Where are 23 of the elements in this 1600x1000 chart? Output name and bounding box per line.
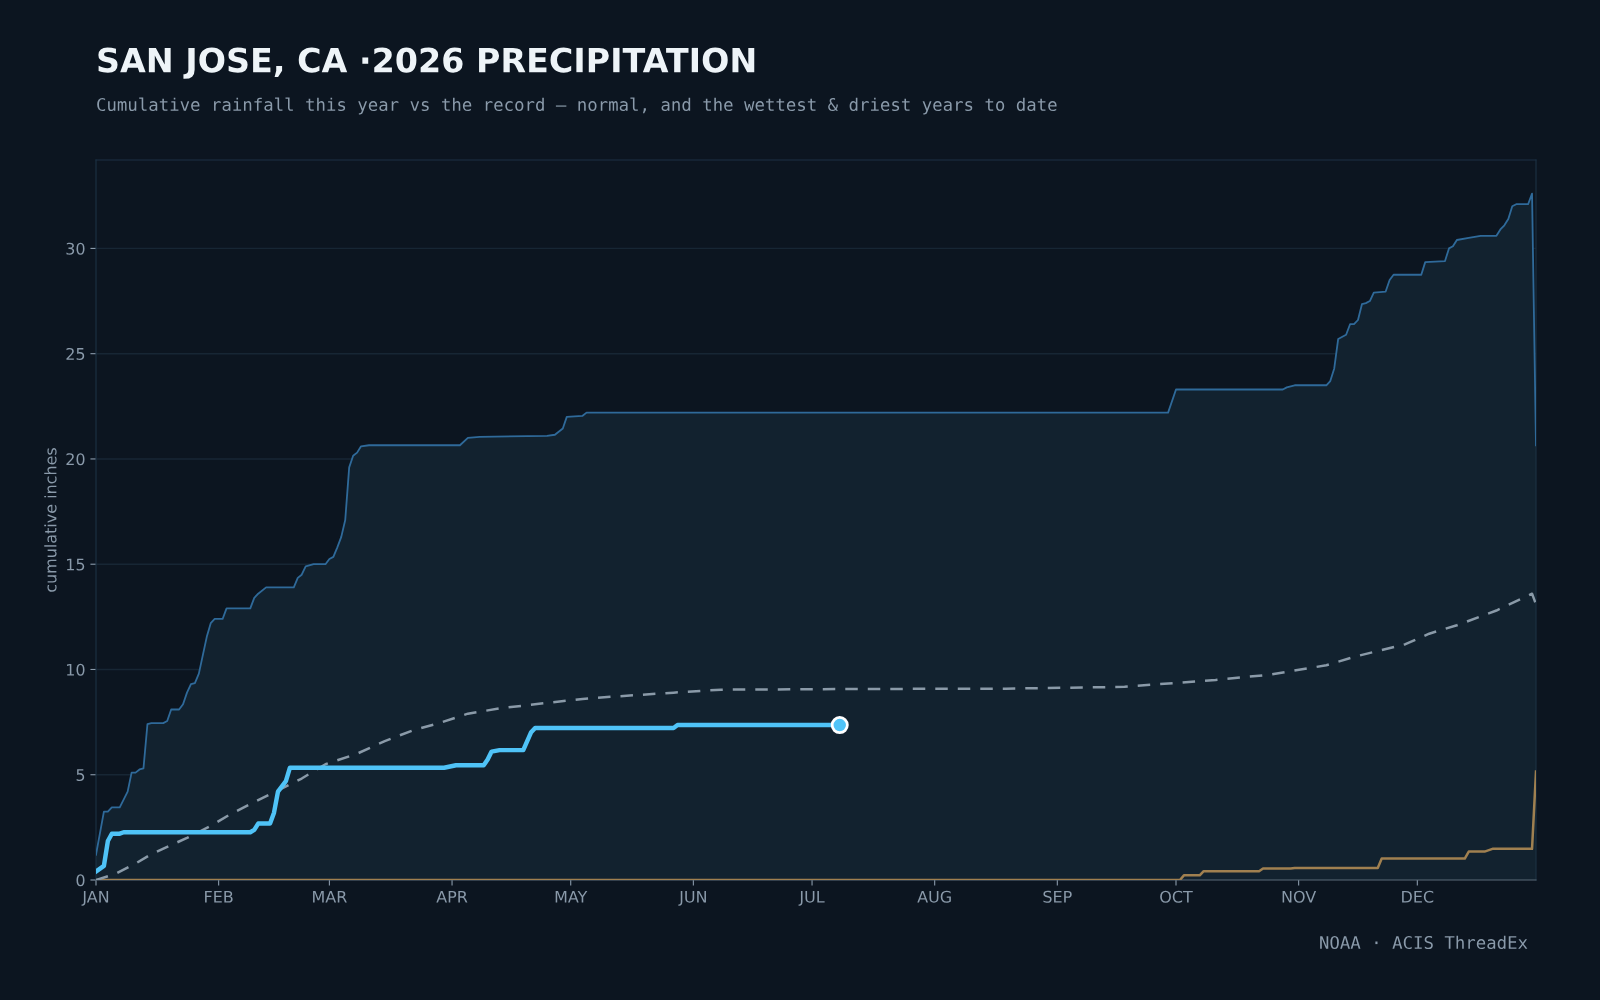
chart-subtitle: Cumulative rainfall this year vs the record — normal, and the wettest & driest years to date — [97, 97, 1057, 115]
x-tick-label: JAN — [81, 890, 109, 906]
x-tick-label: JUL — [798, 890, 825, 906]
y-tick-label: 5 — [76, 769, 85, 782]
x-tick-label: MAR — [313, 890, 347, 903]
chart-title: SAN JOSE, CA ·2026 PRECIPITATION — [98, 47, 755, 79]
y-tick-label: 20 — [66, 453, 85, 466]
x-tick-label: DEC — [1402, 890, 1434, 903]
y-tick-label: 0 — [76, 874, 85, 887]
x-tick-label: MAY — [555, 890, 588, 903]
x-tick-label: NOV — [1282, 890, 1317, 903]
text: NOAA · ACIS ThreadEx — [1320, 935, 1528, 950]
x-tick-label: AUG — [917, 890, 951, 903]
x-tick-label: APR — [436, 890, 468, 903]
x-tick-label: JUN — [678, 890, 706, 906]
x-tick-label: OCT — [1160, 890, 1193, 903]
y-tick-label: 10 — [67, 663, 85, 676]
y-tick-label: 15 — [67, 558, 85, 571]
y-tick-label: 25 — [66, 347, 85, 360]
x-tick-label: FEB — [205, 890, 233, 903]
y-tick-label: 30 — [66, 242, 85, 255]
x-tick-label: SEP — [1043, 890, 1072, 903]
y-axis-title: cumulative inches — [44, 448, 57, 592]
